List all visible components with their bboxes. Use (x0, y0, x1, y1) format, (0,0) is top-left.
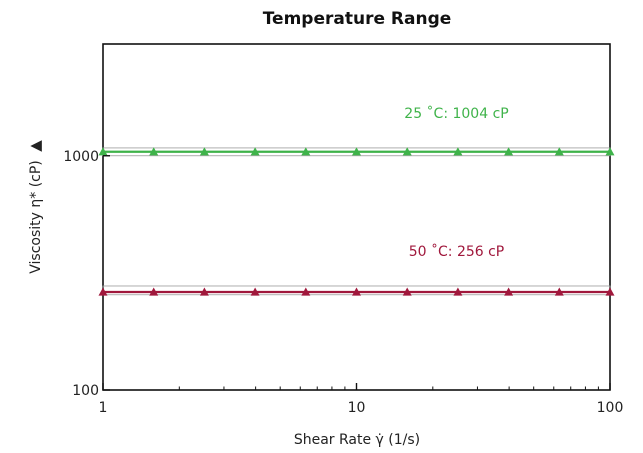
series-2-point (402, 287, 412, 296)
series-2-point (199, 287, 209, 296)
series-2-point (352, 287, 361, 296)
y-axis-label: Viscosity η* (cP) (28, 160, 44, 274)
series-2-point (453, 287, 463, 296)
series-1-point (402, 147, 412, 156)
series-2-point (301, 287, 311, 296)
series-2-point (504, 287, 514, 296)
x-axis-label: Shear Rate γ̇ (1/s) (294, 432, 420, 448)
y-tick-label: 100 (72, 383, 99, 399)
series-1-point (149, 147, 159, 156)
series-1-point (554, 147, 564, 156)
band-group (102, 147, 611, 296)
series-1-annotation: 25 ˚C: 1004 cP (404, 105, 508, 122)
x-axis-ticks: 1 10 100 (99, 383, 624, 416)
series-2-point (98, 287, 108, 296)
series-2-point (605, 287, 615, 296)
series-1-point (504, 147, 514, 156)
series-1-point (250, 147, 260, 156)
y-axis-title: Viscosity η* (cP) (28, 160, 44, 274)
y-axis-ticks: 100 1000 (63, 149, 110, 399)
series-1-point (605, 147, 615, 156)
y-axis-label-marker: ▲ (26, 140, 44, 152)
y-tick-label: 1000 (63, 149, 99, 165)
series-2-annotation: 50 ˚C: 256 cP (409, 243, 505, 260)
series-lines (103, 150, 610, 294)
annotation-group: 25 ˚C: 1004 cP 50 ˚C: 256 cP (404, 105, 508, 260)
series-1-point (301, 147, 311, 156)
x-tick-label: 10 (348, 400, 366, 416)
x-tick-label: 1 (99, 400, 108, 416)
series-2-point (250, 287, 260, 296)
plot-frame (102, 43, 611, 391)
x-tick-label: 100 (597, 400, 624, 416)
series-markers (98, 147, 615, 296)
series-1-point (352, 147, 361, 156)
chart-title: Temperature Range (263, 9, 452, 29)
series-1-point (453, 147, 463, 156)
series-2-point (554, 287, 564, 296)
series-2-point (149, 287, 159, 296)
series-1-point (199, 147, 209, 156)
series-1-point (98, 147, 108, 156)
